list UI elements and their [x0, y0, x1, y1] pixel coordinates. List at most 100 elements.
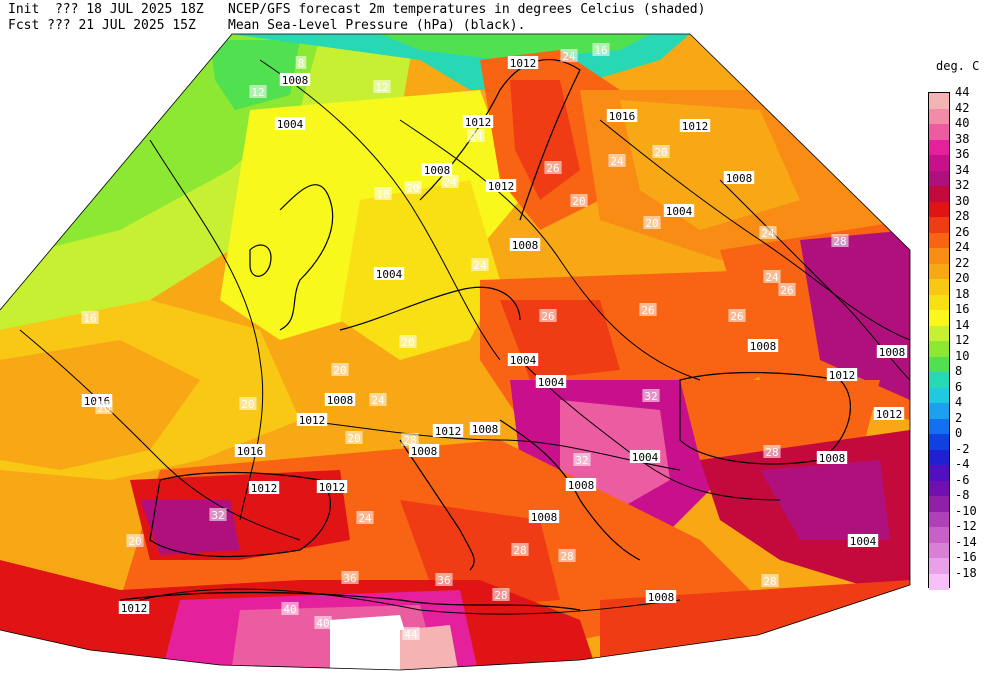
temperature-label-text: 20: [347, 432, 360, 445]
pressure-label: 1012: [316, 480, 348, 494]
colorbar-segment: [929, 465, 949, 481]
pressure-label-text: 1008: [472, 423, 499, 436]
pressure-label: 1004: [629, 450, 661, 464]
pressure-label: 1012: [296, 413, 328, 427]
temperature-label-text: 28: [833, 235, 846, 248]
pressure-label: 1008: [279, 73, 311, 87]
temperature-label-text: 28: [403, 434, 416, 447]
temperature-label-box: [639, 303, 657, 316]
colorbar-segment: [929, 356, 949, 373]
temperature-label-box: [239, 397, 257, 410]
temperature-label-text: 24: [371, 394, 385, 407]
domain-border: [0, 33, 911, 671]
colorbar-label: -4: [955, 457, 970, 471]
temperature-label-text: 24: [473, 259, 487, 272]
colorbar-segment: [929, 511, 949, 528]
temperature-label-box: [831, 234, 849, 247]
colorbar-label: 6: [955, 379, 963, 394]
colorbar-segment: [929, 248, 949, 264]
pressure-label: 1008: [645, 590, 677, 604]
temperature-label-text: 36: [343, 572, 356, 585]
temperature-label-box: [573, 453, 591, 466]
pressure-label-box: [324, 393, 356, 406]
pressure-label-text: 1016: [237, 445, 264, 458]
temperature-label-box: [341, 571, 359, 584]
colorbar-label: 32: [955, 178, 970, 192]
chart-subtitle: Mean Sea-Level Pressure (hPa) (black).: [228, 18, 526, 33]
temperature-label-text: 28: [560, 550, 573, 563]
temperature-label-box: [511, 543, 529, 556]
temperature-label-text: 26: [641, 304, 654, 317]
temperature-label: 20: [345, 431, 363, 445]
pressure-label-box: [826, 368, 858, 381]
pressure-label-text: 1012: [829, 369, 856, 382]
pressure-label-box: [462, 115, 494, 128]
pressure-label-box: [509, 238, 541, 251]
colorbar-label: 12: [955, 333, 970, 347]
temperature-label-box: [544, 161, 562, 174]
temperature-label: 20: [239, 397, 257, 411]
pressure-label-box: [816, 451, 848, 464]
temperature-label-box: [728, 309, 746, 322]
pressure-label-box: [535, 375, 567, 388]
temperature-label: 26: [539, 309, 557, 323]
pressure-label-box: [565, 478, 597, 491]
temperature-label-text: 36: [437, 574, 450, 587]
colorbar-segment: [929, 232, 949, 249]
colorbar-segment: [929, 573, 949, 590]
colorbar-segment: [929, 341, 949, 357]
temperature-label: 36: [341, 571, 359, 585]
colorbar-segment: [929, 372, 949, 388]
temperature-label: 28: [511, 543, 529, 557]
pressure-label-text: 1004: [666, 205, 693, 218]
colorbar-segment: [929, 527, 949, 543]
pressure-label-text: 1012: [510, 57, 537, 70]
coastlines: [119, 59, 851, 611]
temperature-label-text: 12: [375, 81, 388, 94]
colorbar-segment: [929, 418, 949, 435]
pressure-label: 1008: [565, 478, 597, 492]
pressure-label-box: [234, 444, 266, 457]
temperature-label-text: 28: [494, 589, 507, 602]
pressure-label-text: 1012: [682, 120, 709, 133]
pressure-label: 1016: [606, 109, 638, 123]
pressure-label-text: 1008: [819, 452, 846, 465]
colorbar-label: 16: [955, 302, 970, 316]
temperature-label-box: [471, 258, 489, 271]
pressure-label-box: [528, 510, 560, 523]
pressure-label-text: 1008: [512, 239, 539, 252]
temperature-label-box: [249, 85, 267, 98]
temperature-label-box: [435, 573, 453, 586]
pressure-label: 1008: [816, 451, 848, 465]
temperature-label-box: [399, 335, 417, 348]
temperature-label: 26: [639, 303, 657, 317]
temperature-label-box: [763, 445, 781, 458]
pressure-label-text: 1012: [435, 425, 462, 438]
pressure-labels: 1008 1004 1012 1012 1016 1012 1008 1012 1008 1004…: [81, 56, 908, 615]
temperature-label: 24: [471, 258, 489, 272]
colorbar-label: 42: [955, 100, 970, 115]
temperature-label-box: [643, 216, 661, 229]
pressure-label-text: 1012: [876, 408, 903, 421]
pressure-label-text: 1012: [488, 180, 515, 193]
pressure-label: 1004: [373, 267, 405, 281]
colorbar-label: -10: [955, 503, 977, 518]
colorbar-label: 38: [955, 131, 970, 146]
temperature-field: [0, 34, 910, 670]
temperature-label-text: 18: [376, 188, 389, 201]
pressure-label-text: 1008: [327, 394, 354, 407]
temperature-label-text: 40: [283, 603, 296, 616]
temperature-label: 16: [592, 43, 610, 57]
temperature-label-text: 32: [211, 509, 224, 522]
temperature-label-text: 20: [645, 217, 658, 230]
pressure-label-box: [118, 601, 150, 614]
temperature-label: 24: [369, 393, 387, 407]
pressure-label: 1008: [408, 444, 440, 458]
temperature-label: 26: [728, 309, 746, 323]
colorbar-label: -2: [955, 441, 970, 456]
colorbar-label: -8: [955, 488, 970, 502]
colorbar-label: 0: [955, 426, 963, 440]
colorbar-label: 22: [955, 255, 970, 270]
colorbar-segment: [929, 449, 949, 466]
pressure-label: 1008: [747, 339, 779, 353]
